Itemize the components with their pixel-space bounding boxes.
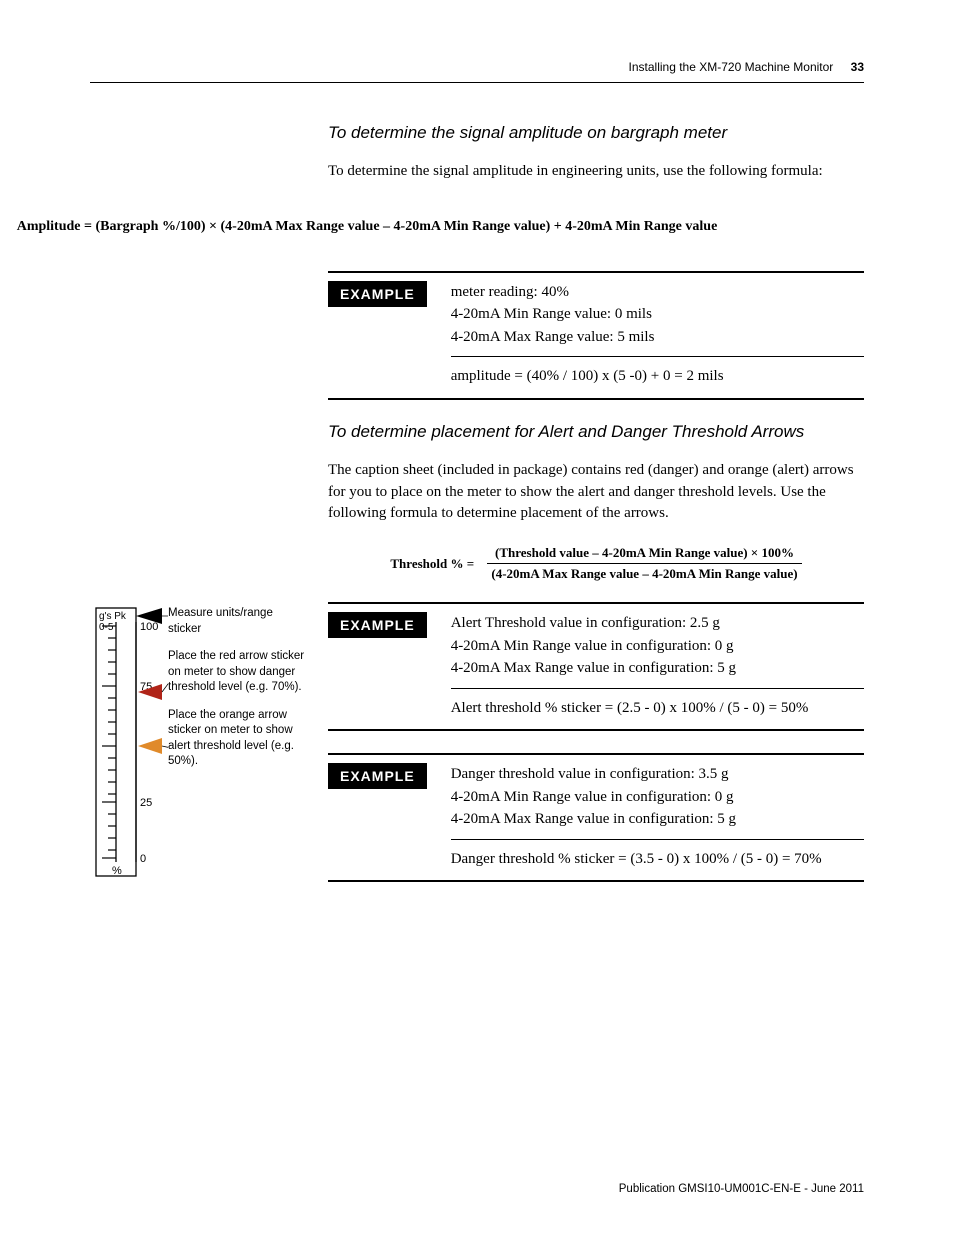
- example2-line3: 4-20mA Max Range value in configuration:…: [451, 657, 864, 680]
- section2-intro: The caption sheet (included in package) …: [328, 460, 864, 525]
- threshold-denominator: (4-20mA Max Range value – 4-20mA Min Ran…: [487, 564, 801, 582]
- example3-block: EXAMPLE Danger threshold value in config…: [328, 753, 864, 882]
- example1-line3: 4-20mA Max Range value: 5 mils: [451, 326, 864, 349]
- meter-tick-25: 25: [140, 797, 152, 809]
- meter-annot-range: Measure units/range sticker: [168, 606, 308, 637]
- meter-tick-100: 100: [140, 621, 158, 633]
- threshold-lhs: Threshold % =: [390, 556, 474, 571]
- example1-result: amplitude = (40% / 100) x (5 -0) + 0 = 2…: [451, 356, 864, 388]
- example3-label: EXAMPLE: [328, 763, 427, 789]
- meter-annot-alert: Place the orange arrow sticker on meter …: [168, 708, 308, 770]
- section2-title: To determine placement for Alert and Dan…: [328, 422, 864, 442]
- example1-line2: 4-20mA Min Range value: 0 mils: [451, 303, 864, 326]
- example3-line1: Danger threshold value in configuration:…: [451, 763, 864, 786]
- example2-line1: Alert Threshold value in configuration: …: [451, 612, 864, 635]
- bargraph-meter-icon: g's Pk 0-5 100 75 25 0: [90, 602, 168, 882]
- example2-result: Alert threshold % sticker = (2.5 - 0) x …: [451, 688, 864, 720]
- threshold-formula: Threshold % = (Threshold value – 4-20mA …: [328, 545, 864, 582]
- header-title: Installing the XM-720 Machine Monitor: [629, 60, 834, 74]
- meter-unit-label: g's Pk: [99, 611, 127, 622]
- example2-line2: 4-20mA Min Range value in configuration:…: [451, 635, 864, 658]
- section1-intro: To determine the signal amplitude in eng…: [328, 161, 864, 183]
- example2-label: EXAMPLE: [328, 612, 427, 638]
- page-header: Installing the XM-720 Machine Monitor 33: [90, 60, 864, 83]
- section1-title: To determine the signal amplitude on bar…: [328, 123, 864, 143]
- meter-pct-label: %: [112, 865, 122, 877]
- example1-block: EXAMPLE meter reading: 40% 4-20mA Min Ra…: [328, 271, 864, 400]
- example3-result: Danger threshold % sticker = (3.5 - 0) x…: [451, 839, 864, 871]
- alert-arrow-icon: [138, 738, 162, 754]
- example3-line3: 4-20mA Max Range value in configuration:…: [451, 808, 864, 831]
- meter-annot-danger: Place the red arrow sticker on meter to …: [168, 649, 308, 696]
- footer-publication: Publication GMSI10-UM001C-EN-E - June 20…: [619, 1183, 864, 1195]
- example1-line1: meter reading: 40%: [451, 281, 864, 304]
- meter-tick-0: 0: [140, 853, 146, 865]
- example3-line2: 4-20mA Min Range value in configuration:…: [451, 786, 864, 809]
- page-number: 33: [851, 60, 864, 74]
- threshold-numerator: (Threshold value – 4-20mA Min Range valu…: [487, 545, 801, 564]
- example1-label: EXAMPLE: [328, 281, 427, 307]
- meter-range-label: 0-5: [99, 622, 114, 633]
- example2-block: EXAMPLE Alert Threshold value in configu…: [328, 602, 864, 731]
- amplitude-formula: Amplitude = (Bargraph %/100) × (4-20mA M…: [0, 219, 864, 235]
